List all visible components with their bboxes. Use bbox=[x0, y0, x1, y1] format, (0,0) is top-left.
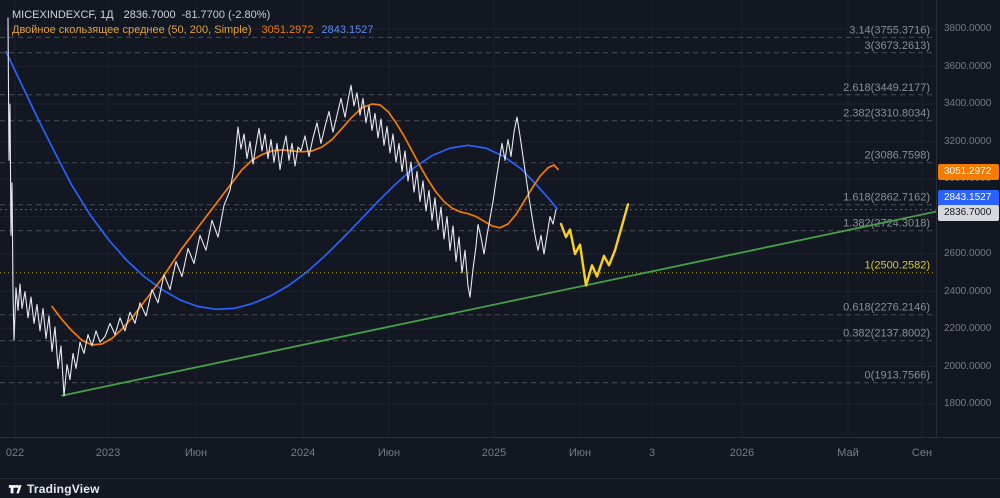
ma200-price-badge: 2843.1527 bbox=[938, 190, 999, 206]
last-price-badge: 2836.7000 bbox=[938, 205, 999, 221]
price-axis-label: 3600.0000 bbox=[944, 61, 992, 72]
projection-drawing-series[interactable] bbox=[559, 203, 630, 287]
tradingview-logo[interactable]: TradingView bbox=[8, 482, 100, 496]
time-axis-label: Июн bbox=[377, 447, 401, 459]
chart-legend: MICEXINDEXCF, 1Д 2836.7000 -81.7700 (-2.80… bbox=[12, 8, 374, 38]
time-axis-label: 022 bbox=[5, 447, 25, 459]
chart-canvas[interactable]: 3.14(3755.3716) 3(3673.2613) 2.618(3449.21… bbox=[0, 0, 936, 437]
price-axis-label: 2000.0000 bbox=[944, 361, 992, 372]
indicator-legend-row[interactable]: Двойное скользящее среднее (50, 200, Sim… bbox=[12, 23, 374, 38]
price-series[interactable] bbox=[7, 17, 557, 397]
ma200-series[interactable] bbox=[5, 50, 558, 311]
fib-level-label: 3(3673.2613) bbox=[865, 40, 930, 52]
time-axis-label: 2024 bbox=[290, 447, 316, 459]
symbol-legend-row[interactable]: MICEXINDEXCF, 1Д 2836.7000 -81.7700 (-2.80… bbox=[12, 8, 374, 23]
symbol-title[interactable]: MICEXINDEXCF, 1Д bbox=[12, 9, 114, 21]
time-axis-label: 2026 bbox=[729, 447, 755, 459]
support-trendline-series[interactable] bbox=[61, 210, 936, 397]
price-axis-label: 1800.0000 bbox=[944, 398, 992, 409]
ma50-series[interactable] bbox=[51, 103, 559, 346]
fib-level-label: 0.382(2137.8002) bbox=[843, 328, 930, 340]
indicator-ma200-value: 2843.1527 bbox=[321, 24, 374, 36]
time-axis[interactable]: 022 2023 Июн 2024 Июн 2025 Июн 3 2026 Май Сен bbox=[0, 437, 1000, 478]
bottom-bar: TradingView bbox=[0, 478, 1000, 498]
time-axis-label: 3 bbox=[648, 447, 656, 459]
time-axis-label: Июн bbox=[184, 447, 208, 459]
price-axis[interactable]: 3800.00003600.00003400.00003200.00003000… bbox=[936, 0, 1000, 437]
time-axis-label: Май bbox=[837, 447, 859, 459]
fib-level-label: 2(3086.7598) bbox=[865, 150, 930, 162]
indicator-ma50-value: 3051.2972 bbox=[261, 24, 314, 36]
price-axis-label: 2600.0000 bbox=[944, 248, 992, 259]
price-axis-label: 3400.0000 bbox=[944, 98, 992, 109]
fib-level-label: 2.618(3449.2177) bbox=[843, 82, 930, 94]
fib-level-label: 3.14(3755.3716) bbox=[849, 24, 930, 36]
time-axis-label: Сен bbox=[911, 447, 933, 459]
fib-level-label: 1.618(2862.7162) bbox=[843, 192, 930, 204]
price-axis-label: 3200.0000 bbox=[944, 136, 992, 147]
time-axis-label: 2025 bbox=[481, 447, 507, 459]
fib-level-label: 0(1913.7566) bbox=[865, 370, 930, 382]
fib-level-label: 2.382(3310.8034) bbox=[843, 108, 930, 120]
price-axis-label: 3800.0000 bbox=[944, 23, 992, 34]
price-axis-label: 2200.0000 bbox=[944, 323, 992, 334]
ma50-price-badge: 3051.2972 bbox=[938, 164, 999, 180]
last-value: 2836.7000 bbox=[123, 9, 176, 21]
time-axis-label: 2023 bbox=[95, 447, 121, 459]
change-value: -81.7700 (-2.80%) bbox=[181, 9, 271, 21]
time-axis-label: Июн bbox=[568, 447, 592, 459]
tradingview-logo-icon bbox=[8, 484, 22, 493]
indicator-title[interactable]: Двойное скользящее среднее (50, 200, Sim… bbox=[12, 24, 252, 36]
price-axis-label: 2400.0000 bbox=[944, 286, 992, 297]
tradingview-brand-text: TradingView bbox=[27, 481, 100, 496]
fib-level-label: 0.618(2276.2146) bbox=[843, 302, 930, 314]
fib-level-label: 1(2500.2582) bbox=[865, 260, 930, 272]
